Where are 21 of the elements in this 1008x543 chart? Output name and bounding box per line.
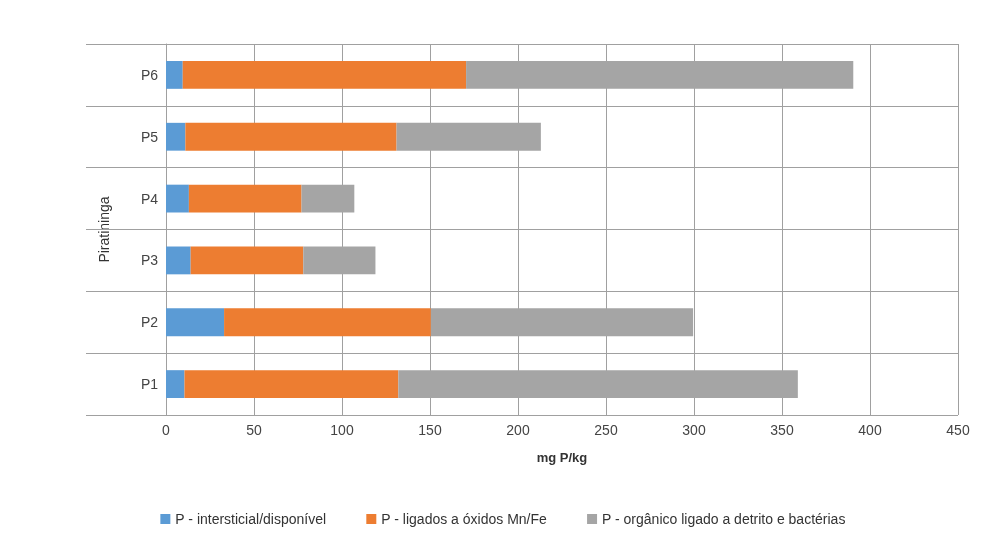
y-tick-label: P2 (140, 314, 159, 331)
y-tick-label: P3 (140, 252, 159, 269)
x-tick-label: 250 (594, 422, 618, 438)
x-tick-label: 100 (330, 422, 354, 438)
y-tick-label: P6 (140, 66, 159, 83)
y-tick-label: P4 (140, 190, 159, 207)
y-tick-label: P1 (140, 376, 159, 393)
y-tick-label: P5 (140, 128, 159, 145)
x-tick-label: 50 (246, 422, 262, 438)
x-tick-label: 0 (162, 422, 171, 438)
x-tick-label: 450 (946, 422, 970, 438)
x-tick-label: 300 (682, 422, 706, 438)
legend-label: P - intersticial/disponível (175, 511, 327, 527)
legend-label: P - ligados a óxidos Mn/Fe (381, 511, 548, 527)
x-tick-label: 200 (506, 422, 530, 438)
y-axis-title: Piratininga (96, 196, 112, 263)
x-tick-label: 350 (770, 422, 794, 438)
x-tick-label: 400 (858, 422, 882, 438)
x-axis-title: mg P/kg (536, 450, 588, 465)
legend-label: P - orgânico ligado a detrito e bactérias (602, 511, 846, 527)
x-tick-label: 150 (418, 422, 442, 438)
